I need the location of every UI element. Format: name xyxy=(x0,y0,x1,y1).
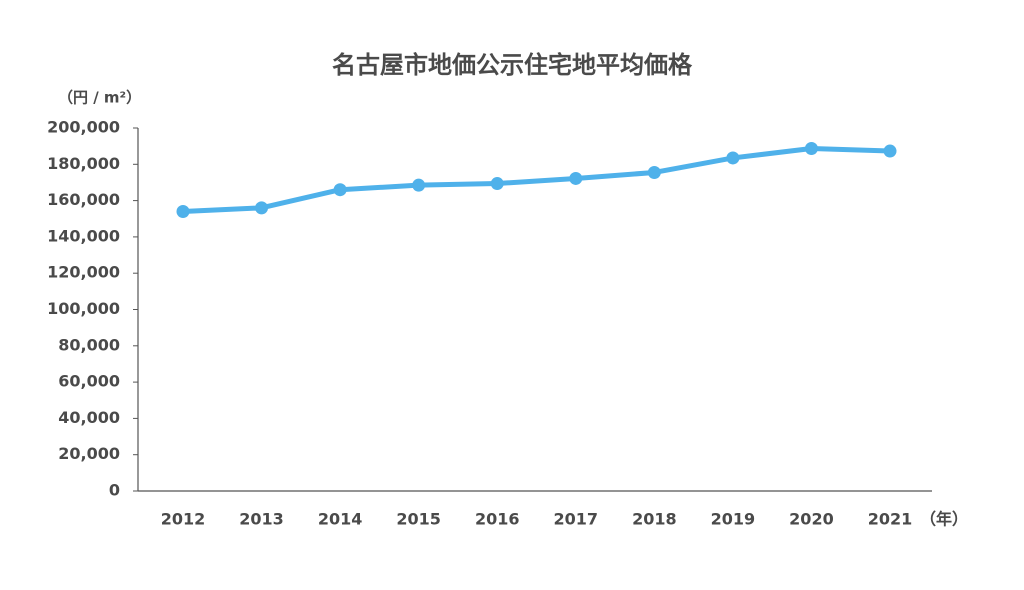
y-tick-label: 100,000 xyxy=(47,299,120,318)
point xyxy=(176,204,190,218)
x-axis-label: （年） xyxy=(920,510,968,529)
y-tick-label: 60,000 xyxy=(58,372,120,391)
x-tick-label: 2012 xyxy=(161,510,206,529)
point xyxy=(412,178,426,192)
y-tick-label: 40,000 xyxy=(58,408,120,427)
y-tick-label: 20,000 xyxy=(58,444,120,463)
point xyxy=(569,171,583,185)
y-tick-label: 120,000 xyxy=(47,263,120,282)
y-tick-label: 80,000 xyxy=(58,335,120,354)
y-axis-label: （円 / m²） xyxy=(58,89,141,107)
point xyxy=(883,144,897,158)
x-tick-label: 2013 xyxy=(239,510,284,529)
point xyxy=(804,142,818,156)
y-tick-label: 200,000 xyxy=(47,118,120,137)
point xyxy=(333,183,347,197)
point xyxy=(647,165,661,179)
series-line xyxy=(180,146,893,214)
x-tick-label: 2017 xyxy=(554,510,599,529)
chart-title: 名古屋市地価公示住宅地平均価格 xyxy=(332,51,693,79)
x-tick-label: 2021 xyxy=(868,510,913,529)
x-tick-label: 2016 xyxy=(475,510,520,529)
y-tick-label: 140,000 xyxy=(47,226,120,245)
point xyxy=(490,177,504,191)
x-tick-label: 2020 xyxy=(789,510,834,529)
x-tick-label: 2019 xyxy=(711,510,756,529)
x-tick-label: 2015 xyxy=(396,510,441,529)
y-tick-label: 180,000 xyxy=(47,154,120,173)
point xyxy=(726,151,740,165)
y-tick-label: 0 xyxy=(109,481,120,500)
point xyxy=(255,201,269,215)
y-tick-label: 160,000 xyxy=(47,190,120,209)
x-tick-label: 2014 xyxy=(318,510,363,529)
x-tick-label: 2018 xyxy=(632,510,677,529)
